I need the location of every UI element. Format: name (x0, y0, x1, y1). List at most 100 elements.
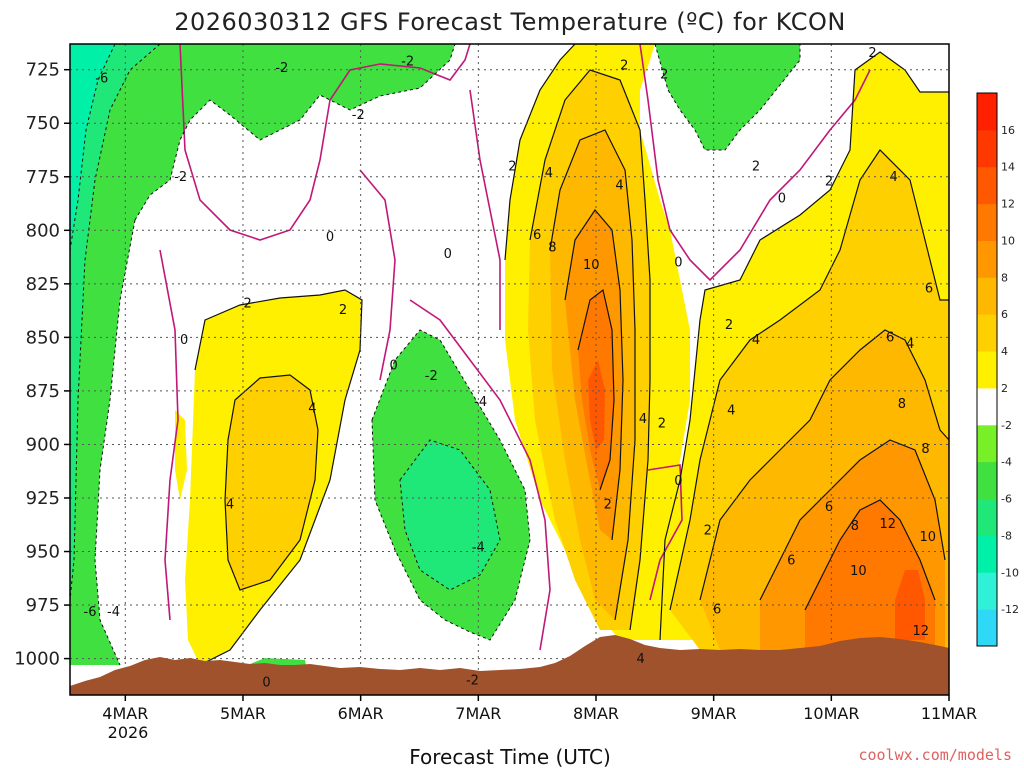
x-tick-label: 9MAR (691, 704, 737, 723)
colorbar-swatch (977, 93, 997, 131)
contour-label: 4 (906, 337, 914, 352)
warm-region-left-orange (225, 375, 318, 590)
cold-region-teal (70, 44, 115, 250)
colorbar-swatch (977, 240, 997, 278)
contour-label: 4 (727, 403, 735, 418)
contour-2-left (194, 289, 363, 666)
colorbar-swatch (977, 498, 997, 536)
warm-region-right-orange5 (588, 360, 605, 450)
colorbar: -12 -10 -8 -6 -4 -2 2 4 6 8 10 12 14 16 (976, 92, 1019, 647)
contour-label: 2 (868, 46, 876, 61)
x-tick-label: 11MAR (921, 704, 977, 723)
contour-label: 2 (339, 303, 347, 318)
contour-label: 6 (825, 500, 833, 515)
colorbar-swatch (977, 166, 997, 205)
zero-contour-far-right2 (647, 464, 683, 601)
contour-2-far-right (659, 51, 949, 641)
contour-label: 8 (921, 442, 929, 457)
contour-label: 2 (825, 174, 833, 189)
y-tick-label: 925 (26, 488, 60, 509)
positive-contours (194, 44, 949, 666)
y-tick-label: 1000 (14, 649, 60, 670)
x-tick-label: 5MAR (220, 704, 266, 723)
y-tick-label: 875 (26, 381, 60, 402)
contour-6-right (549, 129, 636, 621)
contour-label: 12 (912, 624, 929, 639)
contour-10-right (577, 288, 615, 491)
x-tick-label: 8MAR (573, 704, 619, 723)
colorbar-swatch (977, 351, 997, 389)
colorbar-tick-label: 6 (1001, 308, 1008, 321)
contour-neg4-left (70, 44, 161, 601)
plot-frame (69, 43, 950, 696)
contour-neg2-left (94, 219, 136, 666)
cold-region-lightgreen (70, 44, 160, 600)
zero-contour-mid (159, 249, 179, 621)
contour-label: 2 (620, 59, 628, 74)
contour-label: 4 (615, 179, 623, 194)
contour-label: -6 (95, 72, 108, 87)
y-tick-label: 800 (26, 220, 60, 241)
contour-label: 0 (444, 247, 452, 262)
warm-region-left-small (175, 410, 187, 500)
y-tick-label: 725 (26, 60, 60, 81)
colorbar-swatch (977, 387, 997, 426)
contour-label: 0 (180, 333, 188, 348)
x-tick-label: 10MAR (803, 704, 859, 723)
colorbar-tick-label: -4 (1001, 456, 1012, 469)
contour-10-far-right (804, 499, 936, 611)
zero-contour-mid2 (359, 169, 396, 381)
contour-label: -2 (466, 673, 479, 688)
contour-neg4-mid (371, 329, 531, 641)
x-tick-label: 6MAR (338, 704, 384, 723)
y-tick-label: 850 (26, 327, 60, 348)
contour-8-far-right (759, 439, 946, 601)
contour-label: 2 (604, 498, 612, 513)
contour-label: -2 (352, 108, 365, 123)
contour-label: 2 (658, 416, 666, 431)
colorbar-tick-label: -2 (1001, 419, 1012, 432)
colorbar-swatch (977, 535, 997, 573)
colorbar-swatch (977, 203, 997, 241)
green-region-upper-right (655, 44, 800, 150)
colorbar-tick-label: 10 (1001, 234, 1015, 247)
colorbar-frame (976, 92, 998, 647)
contour-label: 6 (713, 603, 721, 618)
contour-label: 4 (890, 170, 898, 185)
contour-6-far-right (699, 329, 949, 601)
contour-4-right (529, 69, 651, 631)
contour-label: 8 (898, 397, 906, 412)
contour-label: 4 (637, 652, 645, 667)
y-tick-label: 775 (26, 167, 60, 188)
x-axis-label: Forecast Time (UTC) (409, 745, 611, 768)
x-year-label: 2026 (108, 723, 149, 742)
contour-label: 6 (925, 281, 933, 296)
zero-contour-center (409, 299, 551, 651)
zero-contours (159, 44, 871, 651)
contour-label: -2 (275, 61, 288, 76)
gridlines (70, 44, 949, 695)
contour-label: 10 (920, 530, 937, 545)
chart-title: 2026030312 GFS Forecast Temperature (ºC)… (174, 8, 846, 36)
colorbar-tick-label: -10 (1001, 566, 1019, 579)
contour-label: 2 (752, 159, 760, 174)
credit-text: coolwx.com/models (858, 746, 1012, 764)
colorbar-tick-label: 8 (1001, 271, 1008, 284)
contour-label: 2 (725, 318, 733, 333)
colorbar-tick-label: 14 (1001, 161, 1015, 174)
contour-label: 4 (752, 333, 760, 348)
contour-label: 0 (326, 230, 334, 245)
colorbar-tick-label: 12 (1001, 198, 1015, 211)
contour-8-right (564, 209, 624, 541)
contour-neg6-mid (399, 439, 501, 591)
colorbar-swatch (977, 572, 997, 610)
y-axis: 725 750 775 800 825 850 875 900 925 950 975 1000 (14, 60, 70, 670)
contour-label: 0 (262, 675, 270, 690)
contour-label: 6 (886, 331, 894, 346)
contour-label: 2 (704, 523, 712, 538)
contour-label: 2 (508, 159, 516, 174)
